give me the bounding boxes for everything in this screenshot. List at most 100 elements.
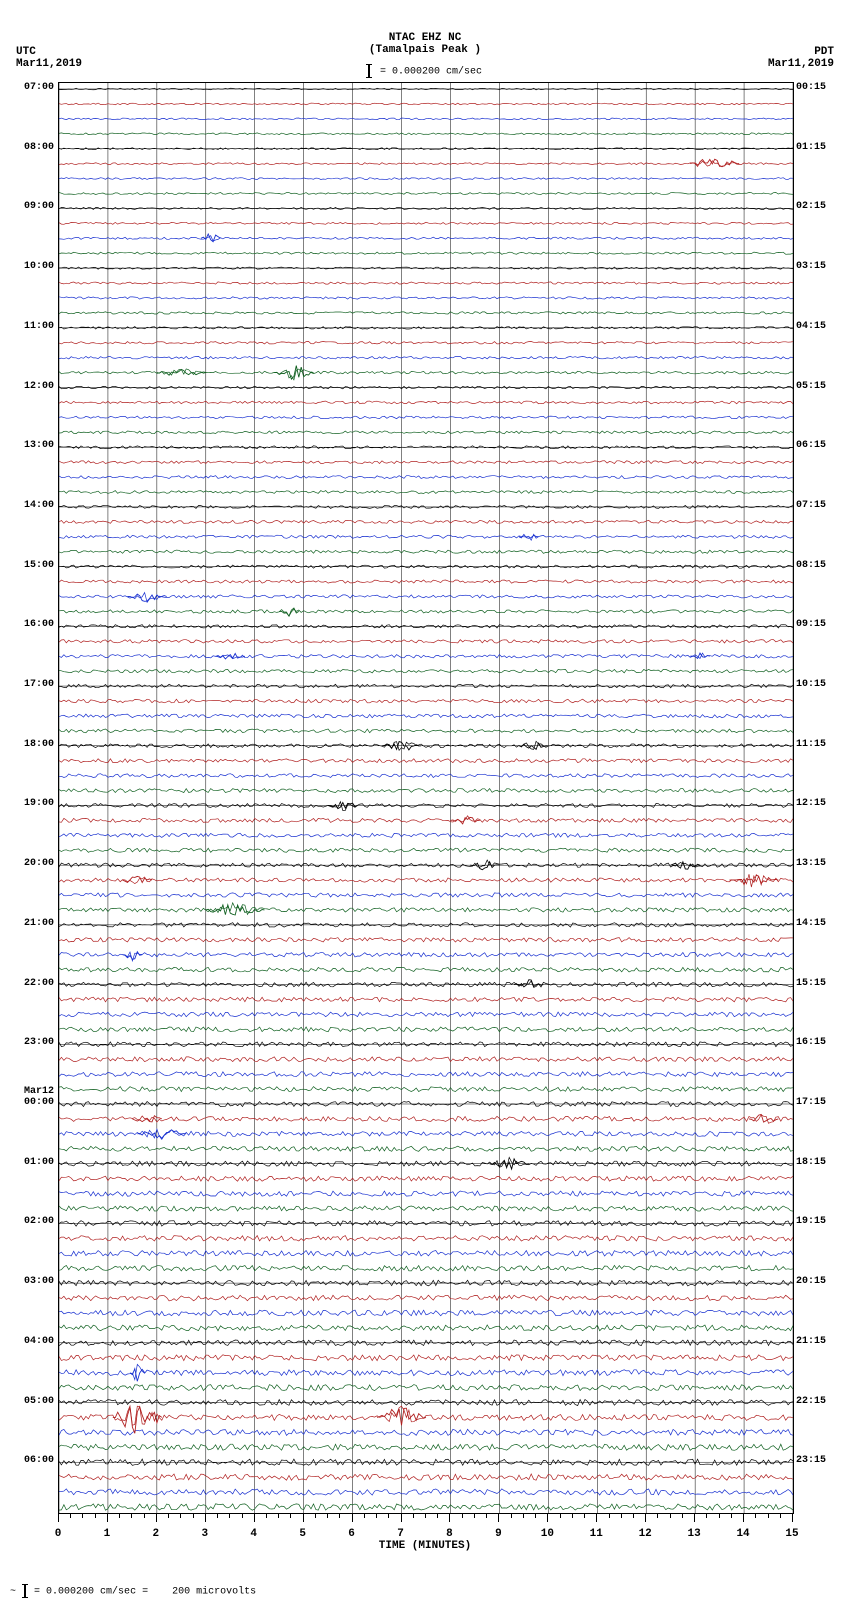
x-tick — [755, 1514, 756, 1518]
pdt-hour-label: 16:15 — [796, 1038, 826, 1048]
pdt-hour-label: 17:15 — [796, 1098, 826, 1108]
utc-hour-label: 08:00 — [24, 143, 54, 153]
x-axis-label: 4 — [250, 1528, 257, 1540]
utc-hour-label: 23:00 — [24, 1038, 54, 1048]
x-tick — [119, 1514, 120, 1518]
scale-indicator: = 0.000200 cm/sec — [0, 64, 850, 78]
x-tick — [217, 1514, 218, 1518]
pdt-hour-label: 05:15 — [796, 382, 826, 392]
x-tick — [376, 1514, 377, 1518]
x-axis-label: 11 — [590, 1528, 603, 1540]
footer-text-before: = 0.000200 cm/sec = — [34, 1587, 148, 1598]
pdt-hour-label: 23:15 — [796, 1456, 826, 1466]
utc-hour-label: 18:00 — [24, 740, 54, 750]
x-tick — [95, 1514, 96, 1518]
utc-hour-label: 15:00 — [24, 561, 54, 571]
x-tick — [609, 1514, 610, 1518]
x-tick — [706, 1514, 707, 1518]
utc-hour-label: 14:00 — [24, 501, 54, 511]
utc-hour-label: 19:00 — [24, 799, 54, 809]
x-axis-label: 8 — [446, 1528, 453, 1540]
x-tick — [584, 1514, 585, 1518]
x-tick — [498, 1514, 499, 1522]
utc-hour-label: 12:00 — [24, 382, 54, 392]
pdt-hour-label: 08:15 — [796, 561, 826, 571]
x-tick — [58, 1514, 59, 1522]
x-tick — [535, 1514, 536, 1518]
utc-hour-label: 21:00 — [24, 919, 54, 929]
x-tick — [474, 1514, 475, 1518]
x-tick — [633, 1514, 634, 1518]
x-tick — [768, 1514, 769, 1518]
pdt-hour-label: 04:15 — [796, 322, 826, 332]
x-tick — [462, 1514, 463, 1518]
utc-hour-label: 05:00 — [24, 1397, 54, 1407]
x-tick — [425, 1514, 426, 1518]
x-axis-label: 9 — [495, 1528, 502, 1540]
x-axis-label: 12 — [639, 1528, 652, 1540]
x-tick — [621, 1514, 622, 1518]
utc-hour-label: 17:00 — [24, 680, 54, 690]
x-tick — [437, 1514, 438, 1518]
x-tick — [645, 1514, 646, 1522]
pdt-hour-label: 01:15 — [796, 143, 826, 153]
utc-hour-label: 01:00 — [24, 1158, 54, 1168]
x-axis-label: 2 — [153, 1528, 160, 1540]
x-tick — [266, 1514, 267, 1518]
x-tick — [780, 1514, 781, 1518]
x-tick — [657, 1514, 658, 1518]
x-tick — [168, 1514, 169, 1518]
x-tick — [596, 1514, 597, 1522]
pdt-hour-label: 20:15 — [796, 1277, 826, 1287]
pdt-hour-label: 03:15 — [796, 262, 826, 272]
x-tick — [339, 1514, 340, 1518]
x-axis-label: 1 — [104, 1528, 111, 1540]
pdt-hour-label: 13:15 — [796, 859, 826, 869]
pdt-hour-label: 22:15 — [796, 1397, 826, 1407]
x-tick — [511, 1514, 512, 1518]
pdt-hour-label: 18:15 — [796, 1158, 826, 1168]
station-line2: (Tamalpais Peak ) — [0, 44, 850, 56]
x-tick — [180, 1514, 181, 1518]
x-tick — [547, 1514, 548, 1522]
right-tz: PDT — [768, 46, 834, 58]
x-tick — [290, 1514, 291, 1518]
x-tick — [205, 1514, 206, 1522]
scale-bar-icon — [368, 64, 370, 78]
x-axis-title: TIME (MINUTES) — [58, 1540, 792, 1552]
left-date-marker: Mar12 — [24, 1087, 54, 1097]
scale-text: = 0.000200 cm/sec — [380, 67, 482, 78]
utc-hour-label: 22:00 — [24, 979, 54, 989]
utc-axis-labels: 07:0008:0009:0010:0011:0012:0013:0014:00… — [2, 82, 54, 1512]
pdt-hour-label: 21:15 — [796, 1337, 826, 1347]
x-tick — [486, 1514, 487, 1518]
utc-hour-label: 16:00 — [24, 620, 54, 630]
x-tick — [303, 1514, 304, 1522]
pdt-hour-label: 15:15 — [796, 979, 826, 989]
x-tick — [364, 1514, 365, 1518]
station-line1: NTAC EHZ NC — [0, 32, 850, 44]
footer-text-after: 200 microvolts — [172, 1587, 256, 1598]
header: UTC Mar11,2019 NTAC EHZ NC (Tamalpais Pe… — [0, 0, 850, 82]
x-tick — [242, 1514, 243, 1518]
pdt-hour-label: 12:15 — [796, 799, 826, 809]
x-tick — [156, 1514, 157, 1522]
x-tick — [82, 1514, 83, 1518]
seismogram-plot — [58, 82, 794, 1514]
pdt-axis-labels: 00:1501:1502:1503:1504:1505:1506:1507:15… — [796, 82, 848, 1512]
x-tick — [719, 1514, 720, 1518]
utc-hour-label: 00:00 — [24, 1098, 54, 1108]
x-axis-label: 3 — [201, 1528, 208, 1540]
utc-hour-label: 10:00 — [24, 262, 54, 272]
x-axis-label: 0 — [55, 1528, 62, 1540]
utc-hour-label: 06:00 — [24, 1456, 54, 1466]
x-axis: TIME (MINUTES) 0123456789101112131415 — [58, 1514, 792, 1554]
x-tick — [278, 1514, 279, 1518]
seismogram-container: UTC Mar11,2019 NTAC EHZ NC (Tamalpais Pe… — [0, 0, 850, 1598]
x-tick — [193, 1514, 194, 1518]
x-tick — [131, 1514, 132, 1518]
x-axis-label: 13 — [688, 1528, 701, 1540]
x-tick — [254, 1514, 255, 1522]
pdt-hour-label: 19:15 — [796, 1217, 826, 1227]
x-axis-label: 14 — [736, 1528, 749, 1540]
